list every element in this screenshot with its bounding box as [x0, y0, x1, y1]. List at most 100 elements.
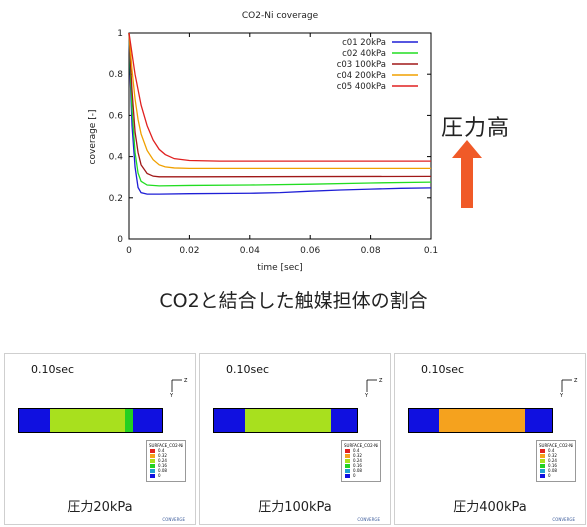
legend-label: c05 400kPa [337, 82, 386, 92]
chart-caption: CO2と結合した触媒担体の割合 [159, 290, 428, 312]
bar-segment [124, 409, 134, 432]
bar-segment [524, 409, 552, 432]
x-tick-label: 0 [126, 246, 132, 256]
legend-label: c03 100kPa [337, 60, 386, 70]
series-line-2 [128, 32, 432, 187]
colorbar-swatch [540, 474, 545, 478]
panel-pressure-label: 圧力100kPa [258, 500, 332, 515]
colorbar-level: 0.4 [158, 448, 165, 453]
colorbar-swatch [540, 454, 545, 458]
panel-pressure-label: 圧力400kPa [453, 500, 527, 515]
x-tick-label: 0.1 [424, 246, 438, 256]
colorbar-swatch [540, 449, 545, 453]
colorbar-level: 0 [353, 473, 356, 478]
colorbar-level: 0.4 [548, 448, 555, 453]
series-line-1 [128, 32, 432, 195]
series-line-4 [128, 32, 431, 169]
colorbar-level: 0.32 [548, 453, 557, 458]
colorbar-swatch [150, 449, 155, 453]
series-line-3 [128, 32, 432, 178]
colorbar-level: 0.32 [353, 453, 362, 458]
colorbar-swatch [150, 459, 155, 463]
surface-bar [18, 408, 163, 433]
colorbar-level: 0.24 [548, 458, 557, 463]
y-tick-label: 0.6 [109, 111, 124, 121]
axis-y-label: Y [559, 393, 564, 398]
colorbar-level: 0.4 [353, 448, 360, 453]
panel-time: 0.10sec [226, 363, 270, 376]
y-tick-label: 0.4 [109, 153, 124, 163]
colorbar-title: SURFACE_CO2-Ni [149, 443, 184, 448]
colorbar-swatch [345, 459, 350, 463]
colorbar-level: 0.08 [158, 468, 167, 473]
axis-z-label: Z [379, 378, 383, 384]
bar-segment [409, 409, 440, 432]
colorbar-swatch [540, 459, 545, 463]
legend-label: c02 40kPa [342, 49, 386, 59]
simulation-panel: 0.10sec Z Y SURFACE_CO2-Ni 0.4 0.32 0.24 0.16 0.… [4, 353, 196, 525]
surface-bar [408, 408, 553, 433]
axis-triad-icon: ZY [559, 378, 578, 398]
colorbar-title: SURFACE_CO2-Ni [344, 443, 379, 448]
chart-title: CO2-Ni coverage [242, 11, 319, 21]
panel-pressure-label: 圧力20kPa [67, 500, 133, 515]
simulation-panel: 0.10sec Z Y SURFACE_CO2-Ni 0.4 0.32 0.24 0.16 0.… [199, 353, 391, 525]
axis-y-label: Y [169, 393, 174, 398]
colorbar-level: 0.16 [158, 463, 167, 468]
bar-segment [439, 409, 525, 432]
legend-label: c04 200kPa [337, 71, 386, 81]
bar-segment [133, 409, 162, 432]
simulation-panel: 0.10sec Z Y SURFACE_CO2-Ni 0.4 0.32 0.24 0.16 0.… [394, 353, 586, 525]
colorbar-level: 0.08 [353, 468, 362, 473]
panel-time: 0.10sec [421, 363, 465, 376]
x-tick-label: 0.06 [300, 246, 320, 256]
y-axis-label: coverage [-] [88, 110, 98, 165]
panel-time: 0.10sec [31, 363, 75, 376]
y-tick-label: 0.2 [109, 194, 123, 204]
colorbar-level: 0.08 [548, 468, 557, 473]
colorbar-swatch [150, 474, 155, 478]
colorbar-swatch [345, 469, 350, 473]
colorbar-swatch [150, 469, 155, 473]
colorbar-swatch [540, 469, 545, 473]
colorbar-swatch [150, 454, 155, 458]
bar-segment [331, 409, 357, 432]
bar-segment [50, 409, 125, 432]
coverage-line-chart: CO2-Ni coverage 0 0.02 0.04 0.06 0.08 0.1 0 0.2… [88, 11, 438, 273]
axis-triad-icon: ZY [169, 378, 188, 398]
colorbar-swatch [150, 464, 155, 468]
y-tick-label: 0.8 [109, 70, 124, 80]
x-tick-label: 0.04 [240, 246, 260, 256]
colorbar-level: 0 [158, 473, 161, 478]
colorbar-level: 0.16 [353, 463, 362, 468]
surface-bar [213, 408, 358, 433]
colorbar-level: 0.24 [158, 458, 167, 463]
colorbar-level: 0.16 [548, 463, 557, 468]
bar-segment [245, 409, 332, 432]
pressure-high-label: 圧力高 [441, 116, 511, 141]
colorbar-level: 0 [548, 473, 551, 478]
x-tick-label: 0.02 [179, 246, 199, 256]
colorbar-swatch [540, 464, 545, 468]
colorbar-swatch [345, 464, 350, 468]
colorbar-swatch [345, 454, 350, 458]
x-tick-label: 0.08 [361, 246, 381, 256]
legend-label: c01 20kPa [342, 38, 386, 48]
y-tick-label: 0 [117, 235, 123, 245]
bar-segment [214, 409, 246, 432]
colorbar-level: 0.32 [158, 453, 167, 458]
colorbar-swatch [345, 474, 350, 478]
series-line-5 [128, 32, 431, 162]
colorbar-legend: SURFACE_CO2-Ni 0.4 0.32 0.24 0.16 0.08 0 [341, 440, 381, 482]
x-axis-label: time [sec] [257, 263, 302, 273]
converge-logo: CONVERGE [162, 517, 185, 522]
axis-z-label: Z [184, 378, 188, 384]
bar-segment [19, 409, 51, 432]
colorbar-swatch [345, 449, 350, 453]
y-tick-label: 1 [117, 29, 123, 39]
axis-triad-icon: ZY [364, 378, 383, 398]
colorbar-legend: SURFACE_CO2-Ni 0.4 0.32 0.24 0.16 0.08 0 [536, 440, 576, 482]
colorbar-legend: SURFACE_CO2-Ni 0.4 0.32 0.24 0.16 0.08 0 [146, 440, 186, 482]
axis-z-label: Z [574, 378, 578, 384]
plot-area [128, 32, 432, 240]
